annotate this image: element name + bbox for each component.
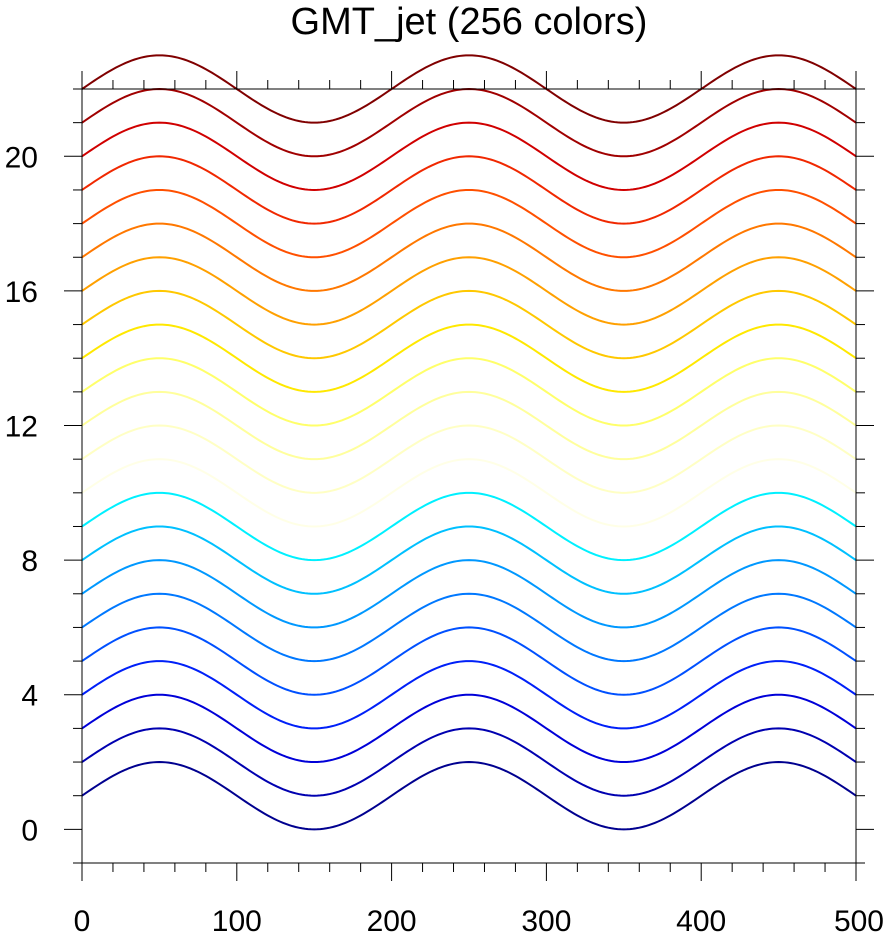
y-tick-label: 20 bbox=[5, 141, 38, 174]
series-line-7 bbox=[81, 525, 857, 595]
series-line-3 bbox=[81, 660, 857, 730]
series-line-8 bbox=[81, 491, 857, 562]
series-line-6 bbox=[81, 559, 857, 629]
series-line-17 bbox=[81, 188, 857, 259]
x-tick-label: 300 bbox=[521, 905, 571, 935]
tick-label-layer: 0 100 200 300 400 500 0 4 8 12 16 20 bbox=[5, 141, 884, 935]
y-tick-label: 8 bbox=[21, 545, 38, 578]
y-tick-label: 0 bbox=[21, 814, 38, 847]
y-tick-label: 12 bbox=[5, 411, 38, 444]
series-line-9 bbox=[81, 458, 857, 528]
tick-layer bbox=[64, 71, 874, 881]
series-layer bbox=[81, 54, 857, 831]
series-line-0 bbox=[81, 761, 857, 831]
series-line-4 bbox=[81, 626, 857, 696]
plot-frame bbox=[81, 88, 857, 864]
series-line-2 bbox=[81, 693, 857, 764]
series-line-1 bbox=[81, 727, 857, 797]
series-line-12 bbox=[81, 357, 857, 427]
series-line-15 bbox=[81, 256, 857, 326]
x-tick-label: 500 bbox=[834, 905, 884, 935]
x-tick-label: 0 bbox=[74, 905, 91, 935]
series-line-21 bbox=[81, 54, 857, 124]
x-tick-label: 200 bbox=[367, 905, 417, 935]
y-tick-label: 4 bbox=[21, 680, 38, 713]
series-line-10 bbox=[81, 424, 857, 494]
series-line-14 bbox=[81, 289, 857, 360]
series-line-5 bbox=[81, 592, 857, 663]
series-line-13 bbox=[81, 323, 857, 393]
series-line-19 bbox=[81, 121, 857, 191]
x-tick-label: 100 bbox=[212, 905, 262, 935]
x-tick-label: 400 bbox=[676, 905, 726, 935]
series-line-18 bbox=[81, 155, 857, 225]
y-tick-label: 16 bbox=[5, 276, 38, 309]
series-line-16 bbox=[81, 222, 857, 292]
chart-title: GMT_jet (256 colors) bbox=[291, 1, 648, 43]
series-line-11 bbox=[81, 390, 857, 461]
